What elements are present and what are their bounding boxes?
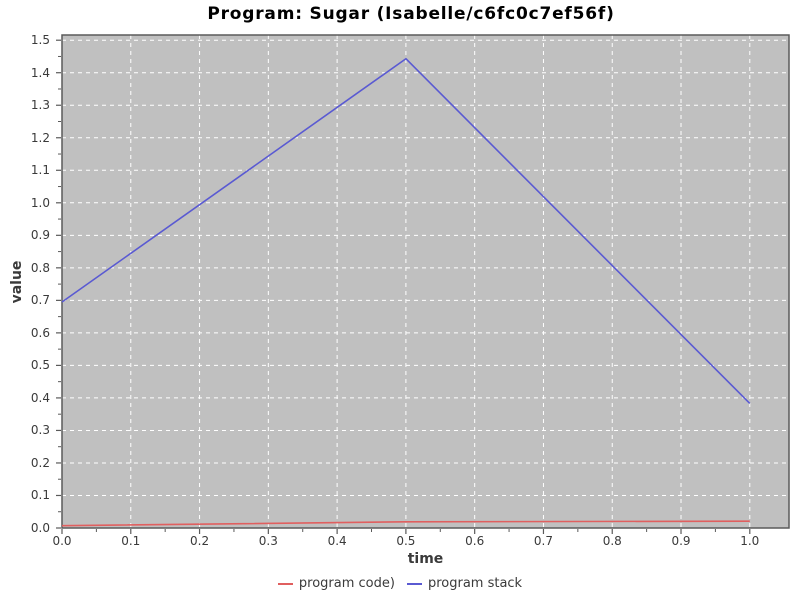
y-tick-label: 0.5 xyxy=(30,358,50,373)
y-tick-label: 1.5 xyxy=(30,33,50,48)
x-tick-label: 0.7 xyxy=(533,534,553,548)
legend-item-program-stack: program stack xyxy=(406,576,523,591)
legend-item-program-code: program code) xyxy=(277,576,395,591)
x-axis-label: time xyxy=(407,551,444,567)
y-tick-label: 0.7 xyxy=(30,293,50,308)
x-tick-label: 0.4 xyxy=(327,534,347,548)
y-tick-label: 1.2 xyxy=(30,130,50,145)
x-tick-label: 0.8 xyxy=(602,534,622,548)
y-tick-label: 1.0 xyxy=(30,195,50,210)
x-tick-label: 0.0 xyxy=(52,534,72,548)
y-tick-label: 0.2 xyxy=(30,455,50,470)
y-tick-label: 1.1 xyxy=(30,163,50,178)
y-tick-label: 1.4 xyxy=(30,65,50,80)
y-tick-label: 1.3 xyxy=(30,98,50,113)
y-tick-label: 0.4 xyxy=(30,390,50,405)
y-tick-label: 0.9 xyxy=(30,228,50,243)
x-tick-label: 0.2 xyxy=(190,534,210,548)
x-tick-label: 0.5 xyxy=(396,534,416,548)
legend-label-program-stack: program stack xyxy=(427,576,523,591)
y-tick-label: 0.3 xyxy=(30,423,50,438)
legend-line-swatch-blue xyxy=(406,582,422,585)
x-tick-label: 0.1 xyxy=(121,534,141,548)
y-tick-label: 0.0 xyxy=(30,521,50,535)
y-tick-label: 0.6 xyxy=(30,325,50,340)
chart-title: Program: Sugar (Isabelle/c6fc0c7ef56f) xyxy=(207,4,615,24)
x-tick-label: 0.6 xyxy=(465,534,485,548)
x-tick-label: 0.3 xyxy=(258,534,278,548)
x-tick-label: 1.0 xyxy=(740,534,760,548)
y-tick-label: 0.8 xyxy=(30,260,50,275)
y-tick-label: 0.1 xyxy=(30,488,50,503)
x-tick-label: 0.9 xyxy=(671,534,691,548)
legend: program code) program stack xyxy=(0,576,800,591)
y-axis-label: value xyxy=(9,260,25,304)
legend-line-swatch-red xyxy=(277,582,293,585)
legend-label-program-code: program code) xyxy=(298,576,395,591)
